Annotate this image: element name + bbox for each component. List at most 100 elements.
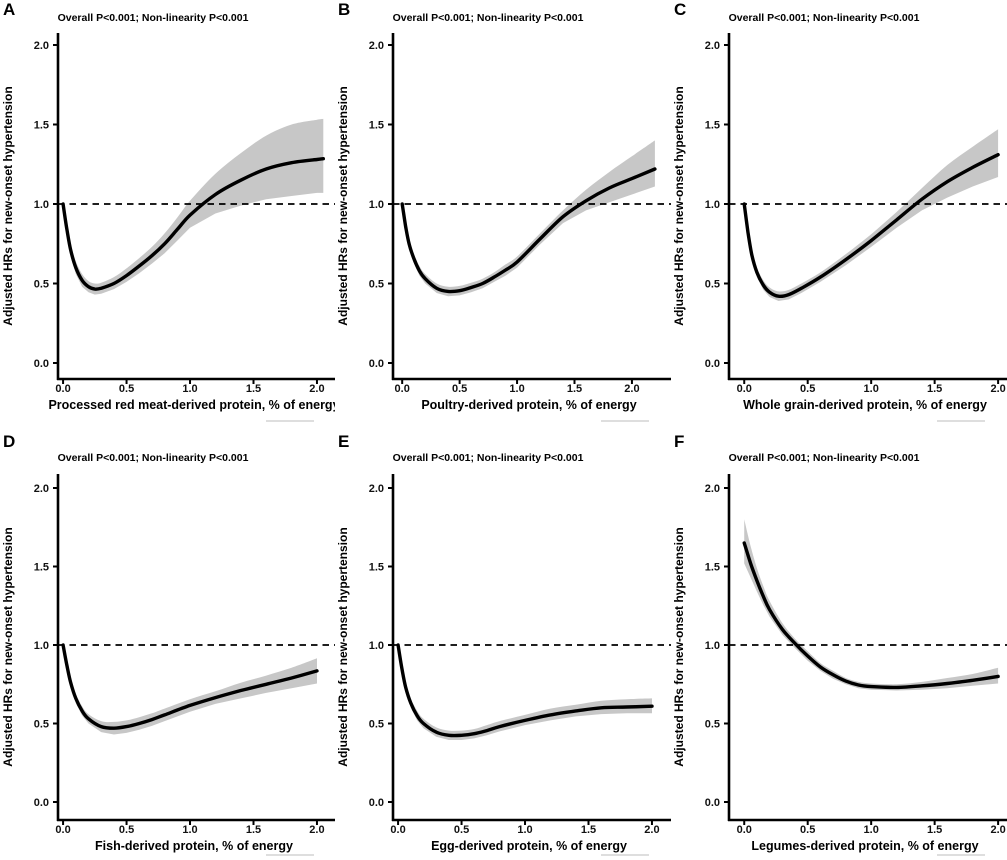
x-tick-label: 1.0 [182, 383, 197, 395]
panel-letter: F [674, 432, 685, 451]
x-tick-label: 2.0 [644, 824, 659, 836]
spline-chart-c: 0.0 0.5 1.0 1.5 2.0 0.0 0.5 1.0 1.5 2.0 [705, 33, 1007, 395]
panel-stats-title: Overall P<0.001; Non-linearity P<0.001 [57, 452, 249, 464]
panel-stats-title: Overall P<0.001; Non-linearity P<0.001 [728, 12, 920, 24]
x-tick-label: 1.5 [246, 824, 261, 836]
x-tick-label: 0.5 [454, 824, 469, 836]
y-tick-label: 2.0 [34, 483, 49, 495]
x-tick-label: 0.0 [55, 383, 70, 395]
x-tick-label: 0.5 [119, 824, 134, 836]
confidence-band [402, 140, 655, 297]
x-tick-label: 0.5 [800, 383, 815, 395]
panel-letter: C [674, 0, 687, 19]
y-tick-label: 1.5 [369, 120, 384, 132]
panel-c: C Overall P<0.001; Non-linearity P<0.001… [671, 0, 1007, 430]
hr-spline-curve [61, 157, 325, 291]
hr-spline-curve [396, 643, 654, 738]
x-tick-label: 2.0 [990, 824, 1005, 836]
hr-spline-curve [61, 643, 319, 730]
x-axis-label: Egg-derived protein, % of energy [431, 839, 627, 853]
hr-spline-curve [400, 167, 657, 294]
x-tick-label: 0.0 [737, 383, 752, 395]
faint-artifact-line [937, 854, 985, 856]
y-tick-label: 0.5 [369, 279, 384, 291]
panel-letter: D [3, 432, 16, 451]
y-tick-label: 1.5 [34, 120, 49, 132]
spline-chart-d: 0.0 0.5 1.0 1.5 2.0 0.0 0.5 1.0 1.5 2.0 [34, 474, 336, 836]
faint-artifact-line [937, 420, 985, 422]
panel-e: E Overall P<0.001; Non-linearity P<0.001… [335, 430, 671, 860]
x-axis-label: Poultry-derived protein, % of energy [421, 398, 637, 412]
faint-artifact-line [601, 420, 649, 422]
panel-letter: A [3, 0, 16, 19]
x-tick-label: 0.0 [737, 824, 752, 836]
y-tick-label: 0.5 [369, 719, 384, 731]
y-tick-label: 0.5 [705, 719, 720, 731]
x-axis-label: Legumes-derived protein, % of energy [751, 839, 979, 853]
x-tick-label: 0.5 [119, 383, 134, 395]
panel-letter: E [338, 432, 350, 451]
panel-stats-title: Overall P<0.001; Non-linearity P<0.001 [57, 12, 249, 24]
y-tick-label: 1.5 [34, 562, 49, 574]
panel-a: A Overall P<0.001; Non-linearity P<0.001… [0, 0, 336, 430]
x-tick-label: 1.5 [927, 383, 942, 395]
faint-artifact-line [266, 854, 314, 856]
hr-spline-curve [742, 541, 1000, 690]
y-tick-label: 2.0 [34, 40, 49, 52]
x-axis-label: Processed red meat-derived protein, % of… [48, 398, 336, 412]
y-tick-label: 2.0 [369, 483, 384, 495]
y-tick-label: 0.0 [369, 358, 384, 370]
x-tick-label: 1.0 [509, 383, 524, 395]
x-tick-label: 0.0 [55, 824, 70, 836]
panel-stats-title: Overall P<0.001; Non-linearity P<0.001 [728, 452, 920, 464]
y-tick-label: 2.0 [705, 40, 720, 52]
confidence-band [744, 129, 999, 301]
confidence-band [398, 645, 652, 740]
x-axis-label: Whole grain-derived protein, % of energy [743, 398, 987, 412]
panel-f: F Overall P<0.001; Non-linearity P<0.001… [671, 430, 1007, 860]
x-tick-label: 0.0 [395, 383, 410, 395]
x-tick-label: 1.5 [581, 824, 596, 836]
x-tick-label: 2.0 [309, 824, 324, 836]
y-tick-label: 0.0 [34, 797, 49, 809]
spline-chart-e: 0.0 0.5 1.0 1.5 2.0 0.0 0.5 1.0 1.5 2.0 [369, 474, 671, 836]
faint-artifact-line [601, 854, 649, 856]
y-tick-label: 0.5 [34, 279, 49, 291]
confidence-band [744, 519, 999, 691]
y-tick-label: 1.0 [705, 199, 720, 211]
panel-stats-title: Overall P<0.001; Non-linearity P<0.001 [392, 452, 584, 464]
x-tick-label: 1.5 [567, 383, 582, 395]
panel-stats-title: Overall P<0.001; Non-linearity P<0.001 [392, 12, 584, 24]
x-tick-label: 1.0 [864, 383, 879, 395]
x-axis-label: Fish-derived protein, % of energy [95, 839, 293, 853]
y-tick-label: 0.5 [34, 719, 49, 731]
x-tick-label: 0.0 [390, 824, 405, 836]
x-tick-label: 0.5 [452, 383, 467, 395]
y-tick-label: 2.0 [369, 40, 384, 52]
faint-artifact-line [266, 420, 314, 422]
y-tick-label: 1.5 [705, 562, 720, 574]
spline-chart-a: 0.0 0.5 1.0 1.5 2.0 0.0 0.5 1.0 1.5 2.0 [34, 33, 336, 395]
y-tick-label: 1.0 [705, 640, 720, 652]
y-tick-label: 1.0 [34, 640, 49, 652]
x-tick-label: 2.0 [309, 383, 324, 395]
y-tick-label: 1.5 [369, 562, 384, 574]
x-tick-label: 2.0 [990, 383, 1005, 395]
x-tick-label: 2.0 [624, 383, 639, 395]
panel-b: B Overall P<0.001; Non-linearity P<0.001… [335, 0, 671, 430]
panel-letter: B [338, 0, 351, 19]
x-tick-label: 1.5 [927, 824, 942, 836]
y-tick-label: 1.0 [34, 199, 49, 211]
y-tick-label: 1.5 [705, 120, 720, 132]
x-tick-label: 0.5 [800, 824, 815, 836]
y-tick-label: 1.0 [369, 199, 384, 211]
panel-d: D Overall P<0.001; Non-linearity P<0.001… [0, 430, 336, 860]
y-tick-label: 0.0 [34, 358, 49, 370]
x-tick-label: 1.5 [246, 383, 261, 395]
spline-chart-f: 0.0 0.5 1.0 1.5 2.0 0.0 0.5 1.0 1.5 2.0 [705, 474, 1007, 836]
y-tick-label: 2.0 [705, 483, 720, 495]
confidence-band [63, 118, 324, 295]
x-tick-label: 1.0 [864, 824, 879, 836]
y-tick-label: 0.5 [705, 279, 720, 291]
